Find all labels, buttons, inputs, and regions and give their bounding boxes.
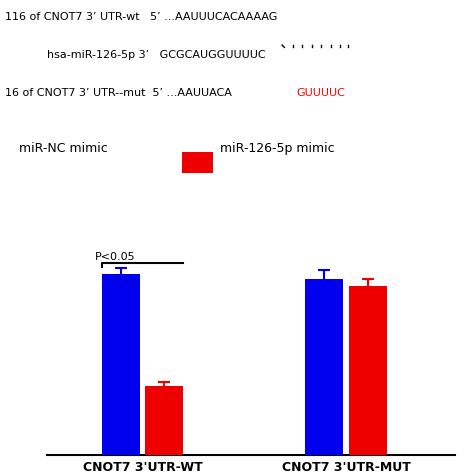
- Text: 16 of CNOT7 3’ UTR--mut  5’ ...AAUUACA: 16 of CNOT7 3’ UTR--mut 5’ ...AAUUACA: [5, 88, 232, 98]
- Text: miR-126-5p mimic: miR-126-5p mimic: [220, 142, 335, 155]
- Bar: [349, 286, 387, 455]
- Text: P<0.05: P<0.05: [95, 252, 136, 262]
- Text: miR-NC mimic: miR-NC mimic: [19, 142, 108, 155]
- Bar: [146, 386, 183, 455]
- Text: 116 of CNOT7 3’ UTR-wt   5’ ...AAUUUCACAAAAG: 116 of CNOT7 3’ UTR-wt 5’ ...AAUUUCACAAA…: [5, 12, 277, 22]
- Bar: [101, 273, 140, 455]
- Bar: [305, 279, 344, 455]
- Text: hsa-miR-126-5p 3’   GCGCAUGGUUUUC: hsa-miR-126-5p 3’ GCGCAUGGUUUUC: [47, 50, 266, 60]
- Text: GUUUUC: GUUUUC: [296, 88, 345, 98]
